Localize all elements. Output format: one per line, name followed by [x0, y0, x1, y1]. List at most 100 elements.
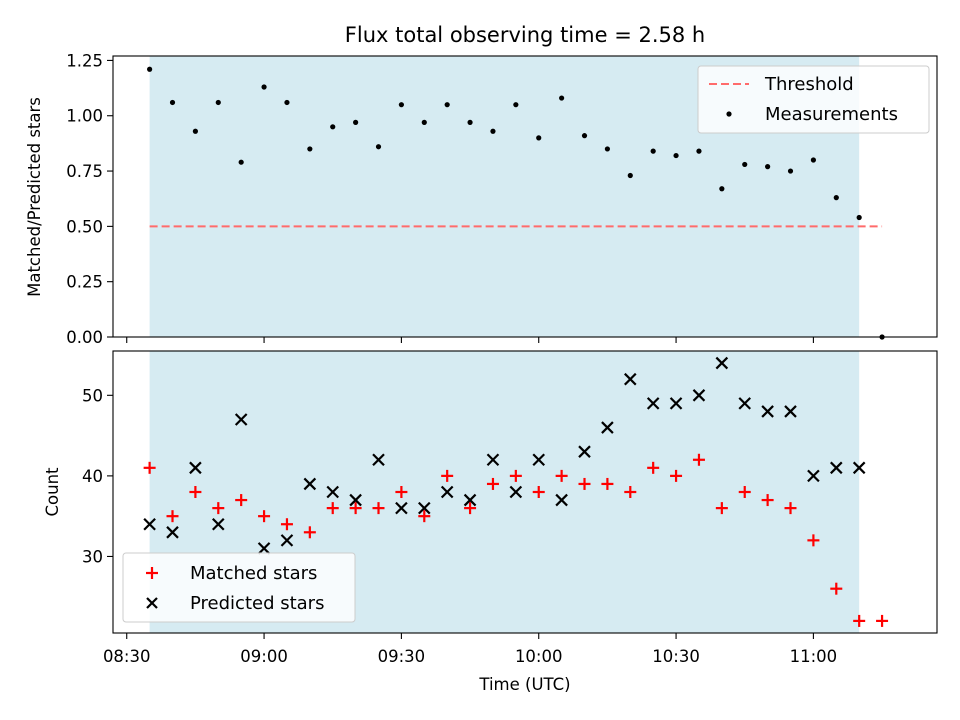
matched-stars-markers	[143, 453, 889, 627]
measurement-point	[238, 159, 244, 165]
bottom-y-axis-label: Count	[43, 467, 62, 517]
predicted-star-marker	[692, 389, 706, 402]
predicted-star-marker	[532, 453, 546, 467]
predicted-star-marker	[440, 485, 454, 499]
measurement-point	[284, 99, 290, 106]
top-y-tick-label: 0.00	[66, 328, 103, 347]
predicted-star-marker-b	[532, 453, 546, 467]
measurement-point	[765, 164, 771, 170]
matched-star-marker	[647, 461, 660, 474]
measurement-point	[742, 161, 748, 168]
predicted-star-marker	[601, 421, 614, 434]
measurement-point	[467, 119, 473, 125]
matched-star-marker	[601, 477, 614, 490]
measurement-point	[353, 119, 359, 125]
matched-star-marker	[715, 502, 728, 515]
predicted-star-marker-b	[395, 501, 408, 515]
matched-star-marker	[189, 486, 202, 498]
measurement-point	[604, 146, 611, 152]
matched-star-marker	[830, 582, 843, 595]
matched-star-marker	[692, 453, 705, 466]
matched-star-marker	[486, 477, 499, 490]
bottom-x-tick-label: 09:00	[240, 647, 288, 666]
predicted-star-marker-b	[555, 493, 568, 507]
predicted-star-marker	[303, 477, 317, 491]
predicted-star-marker-b	[349, 493, 362, 507]
predicted-star-marker	[326, 485, 340, 499]
top-plot-frame	[112, 55, 938, 338]
predicted-star-marker-b	[463, 493, 477, 507]
predicted-star-marker-b	[326, 485, 340, 499]
predicted-star-marker	[212, 517, 225, 531]
matched-star-marker	[670, 469, 683, 482]
measurement-point	[421, 119, 427, 125]
top-y-axis: 0.00 0.25 0.50 0.75 1.00 1.25	[66, 51, 113, 347]
measurement-point	[719, 186, 725, 192]
bottom-x-tick-label: 10:00	[515, 647, 563, 666]
predicted-star-marker	[852, 461, 866, 475]
bottom-y-tick-label: 30	[82, 547, 103, 566]
predicted-star-marker	[830, 461, 843, 475]
bottom-x-tick-label: 10:30	[652, 647, 700, 666]
bottom-y-tick-label: 50	[82, 386, 103, 405]
predicted-star-marker-b	[784, 405, 797, 418]
bottom-legend: Matched stars Predicted stars	[122, 552, 356, 623]
predicted-star-marker-b	[486, 453, 500, 467]
matched-star-marker	[418, 510, 431, 523]
measurement-point	[307, 146, 313, 152]
predicted-star-marker-b	[189, 461, 202, 475]
predicted-star-marker	[738, 397, 752, 410]
top-legend: Threshold Measurements	[697, 65, 930, 134]
top-panel: 0.00 0.25 0.50 0.75 1.00 1.25 Flux total obse…	[25, 23, 938, 347]
measurement-point	[696, 148, 702, 154]
predicted-star-marker	[349, 493, 362, 507]
matched-star-marker	[464, 502, 477, 515]
matched-star-marker	[784, 502, 797, 515]
measurement-point	[536, 135, 542, 141]
matched-star-marker	[395, 486, 408, 498]
measurement-point	[147, 66, 153, 72]
predicted-star-marker	[646, 397, 660, 410]
predicted-star-marker-b	[715, 356, 729, 370]
predicted-star-marker-b	[280, 534, 294, 547]
measurements-legend-label: Measurements	[765, 104, 898, 125]
predicted-star-marker	[418, 501, 431, 515]
measurements-legend-swatch	[726, 111, 732, 117]
matched-star-marker	[303, 526, 316, 539]
predicted-stars-legend-label: Predicted stars	[190, 593, 324, 614]
measurement-point	[169, 99, 176, 106]
measurement-point	[833, 195, 839, 201]
matched-star-marker	[258, 510, 271, 523]
predicted-star-marker	[784, 405, 797, 418]
predicted-star-marker-b	[234, 413, 248, 426]
matched-star-marker	[235, 494, 248, 507]
predicted-star-marker-b	[212, 517, 225, 531]
matched-star-marker	[509, 469, 522, 482]
bottom-legend-box	[122, 552, 356, 623]
threshold-legend-label: Threshold	[764, 74, 854, 95]
predicted-star-marker	[189, 461, 202, 475]
measurement-point	[650, 148, 656, 154]
predicted-star-marker	[395, 501, 408, 515]
matched-star-marker	[326, 502, 339, 515]
predicted-star-marker-b	[257, 542, 271, 555]
bottom-x-tick-label: 09:30	[378, 647, 426, 666]
matched-stars-legend-label: Matched stars	[190, 563, 317, 584]
top-y-tick-label: 0.25	[66, 273, 103, 292]
measurement-point	[192, 128, 198, 134]
bottom-y-axis: 30 40 50	[82, 386, 113, 566]
measurement-point	[444, 102, 450, 108]
matched-star-marker	[349, 502, 362, 515]
predicted-star-marker-b	[578, 445, 591, 458]
top-x-tick-marks	[126, 337, 814, 343]
predicted-stars-markers	[143, 356, 866, 555]
matched-star-marker	[441, 469, 454, 482]
top-y-axis-label: Matched/Predicted stars	[25, 97, 44, 297]
predicted-star-marker	[372, 453, 385, 467]
bottom-x-tick-label: 11:00	[790, 647, 838, 666]
bottom-x-tick-label: 08:30	[103, 647, 151, 666]
top-y-tick-label: 1.25	[66, 51, 103, 70]
bottom-panel: 30 40 50 08:30 09:00 09:30 10:00 10:30 11:00 Co…	[43, 350, 938, 694]
matched-stars-legend-swatch	[146, 567, 158, 579]
